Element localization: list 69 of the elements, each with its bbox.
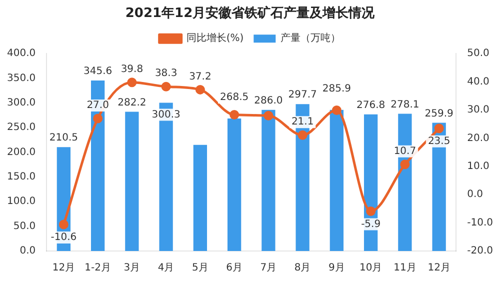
data-label: -5.9 [361, 218, 381, 230]
bar [193, 144, 208, 251]
bar [262, 110, 276, 251]
chart-title: 2021年12月安徽省铁矿石产量及增长情况 [125, 5, 376, 22]
data-label: 297.7 [288, 90, 317, 101]
x-tick-label: 4月 [158, 262, 174, 274]
legend-label: 同比增长(%) [186, 32, 244, 44]
data-label: 38.3 [154, 68, 178, 80]
data-label: 23.5 [428, 136, 450, 147]
x-tick-label: 6月 [226, 262, 242, 274]
data-label: 27.0 [86, 100, 109, 112]
data-label: 37.2 [189, 71, 212, 82]
legend-label: 产量（万吨） [280, 32, 341, 44]
point [264, 110, 274, 120]
x-tick-label: 7月 [260, 262, 277, 274]
data-label: 276.8 [356, 100, 386, 111]
x-tick-label: 8月 [294, 262, 311, 274]
point [230, 110, 240, 120]
x-tick-label: 11月 [394, 262, 416, 274]
x-tick-label: 12月 [52, 262, 76, 274]
point [161, 82, 171, 92]
y2-tick-label: 10.0 [467, 160, 490, 172]
y-tick-label: 50.0 [13, 220, 36, 232]
point [366, 206, 376, 216]
y2-tick-label: 50.0 [467, 48, 490, 60]
point [298, 130, 308, 140]
x-tick-label: 1-2月 [84, 262, 111, 274]
bar [330, 110, 344, 251]
y2-tick-label: 30.0 [467, 104, 490, 116]
data-label: 345.6 [83, 66, 112, 78]
bar [125, 112, 139, 251]
data-label: 10.7 [394, 146, 416, 158]
bar [227, 118, 242, 251]
data-label: 210.5 [49, 132, 78, 144]
point [400, 160, 410, 170]
y-tick-label: 0.0 [20, 246, 36, 257]
y-tick-label: 250.0 [6, 122, 36, 134]
point [434, 124, 444, 134]
y-tick-label: 400.0 [6, 48, 36, 60]
y2-tick-label: 0.0 [467, 189, 484, 200]
data-label: 259.9 [424, 108, 454, 120]
x-tick-label: 3月 [124, 262, 140, 274]
point [195, 84, 205, 94]
data-label: -10.6 [50, 232, 77, 244]
y-tick-label: 350.0 [6, 72, 36, 84]
y2-tick-label: 20.0 [467, 132, 490, 144]
y-tick-label: 200.0 [6, 146, 36, 158]
x-tick-label: 10月 [359, 262, 382, 274]
x-tick-label: 12月 [428, 262, 450, 274]
data-label: 268.5 [220, 92, 249, 104]
data-label: 278.1 [390, 99, 420, 110]
y-tick-label: 150.0 [6, 172, 36, 183]
data-label: 300.3 [152, 109, 180, 120]
data-label: 39.8 [120, 64, 144, 75]
y-tick-label: 100.0 [6, 196, 36, 208]
x-tick-label: 5月 [192, 262, 208, 274]
y2-tick-label: 40.0 [467, 76, 490, 88]
y-tick-label: 300.0 [6, 98, 36, 109]
point [93, 114, 103, 124]
point [332, 106, 342, 116]
data-label: 285.9 [322, 84, 352, 94]
x-tick-label: 9月 [328, 262, 345, 274]
point [127, 78, 137, 88]
y2-tick-label: -10.0 [467, 217, 493, 228]
point [58, 220, 68, 230]
y2-tick-label: -20.0 [467, 246, 493, 257]
data-label: 282.2 [118, 97, 146, 108]
data-label: 286.0 [254, 95, 283, 106]
data-label: 21.1 [291, 116, 314, 128]
